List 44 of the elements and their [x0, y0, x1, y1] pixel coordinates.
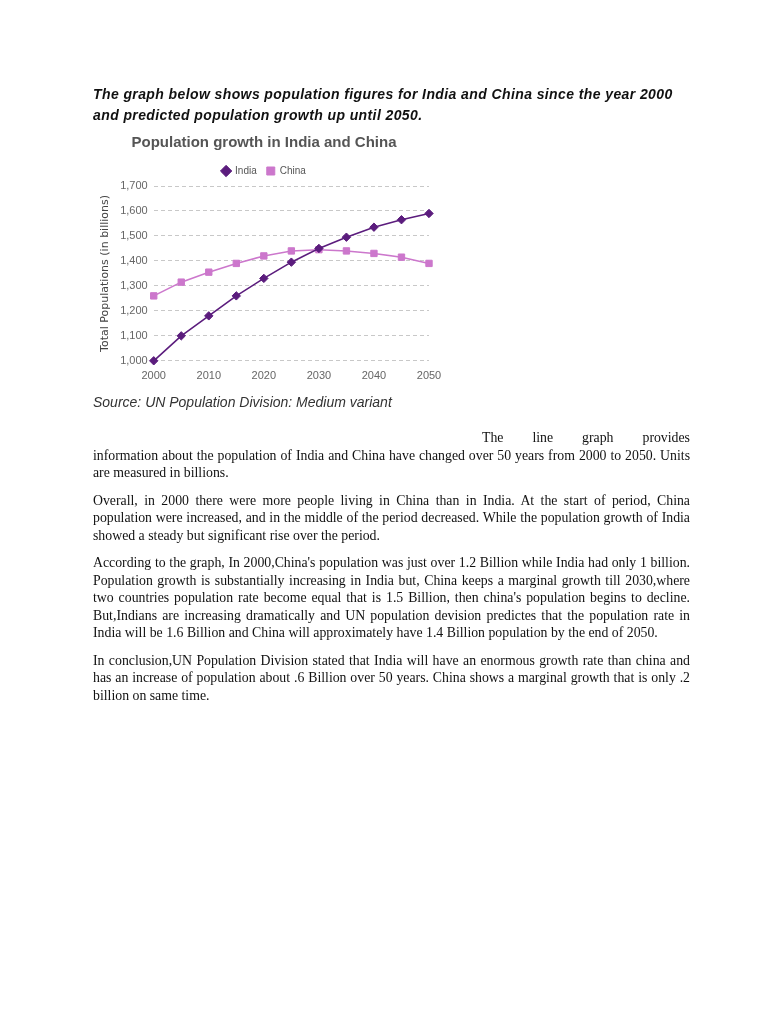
- x-tick-label: 2050: [416, 369, 442, 382]
- y-tick-label: 1,500: [120, 228, 148, 241]
- legend-label: China: [279, 164, 307, 176]
- y-axis-title: Total Populations (in billions): [98, 194, 112, 353]
- point: [425, 259, 433, 268]
- point: [341, 232, 352, 242]
- point: [260, 252, 268, 260]
- point: [177, 278, 185, 286]
- point: [149, 356, 159, 366]
- point: [259, 273, 269, 284]
- point: [370, 249, 378, 258]
- y-tick-label: 1,600: [120, 204, 148, 216]
- text: In conclusion,UN Population Division stated that India will have an enormous growth rate than china and has an increase of population about .6 Billion over 50 years. China shows a marginal growth that is only .2 billion on same time.: [93, 651, 690, 704]
- text: The line graph provides information about the population of India and China have changed over 50 years from 2000 to 2050. Units are measured in billions.: [93, 429, 690, 482]
- y-tick-label: 1,700: [120, 179, 148, 192]
- y-tick-label: 1,200: [120, 303, 148, 316]
- point: [397, 253, 406, 261]
- x-tick-label: 2040: [361, 369, 387, 382]
- x-tick-label: 2010: [196, 369, 222, 382]
- y-tick-label: 1,300: [120, 278, 148, 291]
- point: [231, 291, 242, 301]
- point: [150, 292, 158, 300]
- x-tick-label: 2030: [306, 369, 332, 382]
- point: [287, 247, 296, 255]
- point: [205, 268, 213, 276]
- y-tick-label: 1,100: [120, 328, 148, 341]
- point: [232, 259, 240, 268]
- text: According to the graph, In 2000,China's population was just over 1.2 Billion while India had only 1 billion. Population growth is substantially increasing in India but, China keeps a marginal growth till 2030,where two countries population rate become equal that is 1.5 Billion, then china's population begins to decline. But,Indians are increasing dramatically and UN population devision predictes that the population rate in India will be 1.6 Billion and China will approximately have 1.4 Billion population by the end of 2050.: [93, 554, 690, 642]
- x-tick-label: 2000: [141, 369, 166, 382]
- legend-label: India: [235, 164, 258, 176]
- point: [369, 222, 379, 232]
- point: [424, 208, 434, 219]
- source-note: Source: UN Population Division: Medium variant: [93, 394, 392, 410]
- text: Overall, in 2000 there were more people living in China than in India. At the start of period, China population were increased, and in the middle of the period decreased. While the population growth of India showed a steady but significant rise over the period.: [93, 491, 690, 544]
- point: [286, 257, 297, 267]
- x-tick-label: 2020: [251, 369, 277, 382]
- y-tick-label: 1,000: [120, 353, 148, 366]
- point: [176, 331, 186, 341]
- point: [396, 215, 407, 225]
- point: [204, 311, 214, 321]
- point: [342, 247, 351, 255]
- y-tick-label: 1,400: [120, 253, 148, 266]
- chart-title: Population growth in India and China: [131, 133, 398, 151]
- text: The graph below shows population figures for India and China since the year 2000 and predicted population growth up until 2050.: [93, 85, 674, 125]
